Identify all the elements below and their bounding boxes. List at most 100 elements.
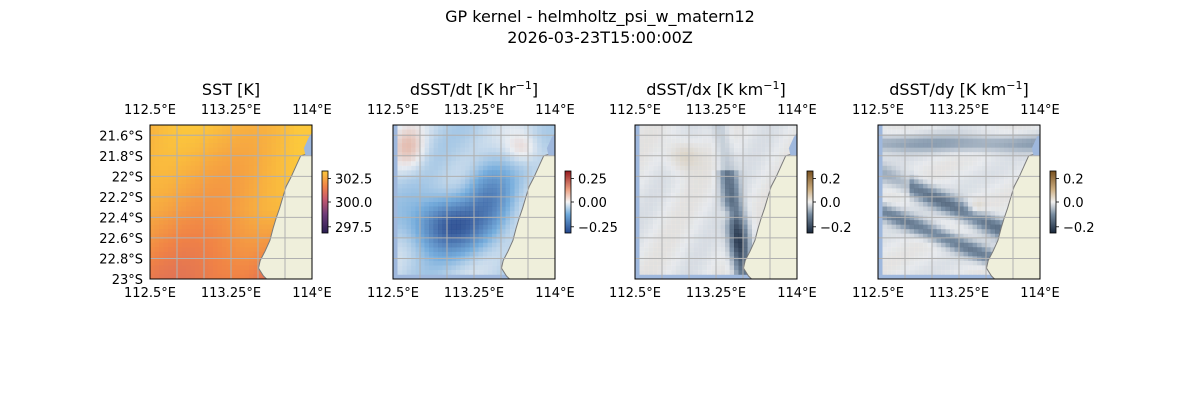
heatmap-cell [693,206,699,212]
heatmap-cell [653,215,658,221]
heatmap-cell [222,183,227,189]
heatmap-cell [451,269,457,275]
heatmap-cell [253,156,259,162]
heatmap-cell [887,188,892,194]
heatmap-cell [639,165,645,171]
heatmap-cell [972,197,978,203]
heatmap-cell [770,156,775,162]
heatmap-cell [249,138,254,144]
heatmap-cell [923,251,928,257]
heatmap-cell [460,269,466,275]
heatmap-cell [738,152,744,158]
heatmap-cell [496,129,502,135]
heatmap-cell [424,170,430,176]
heatmap-cell [945,152,951,158]
heatmap-cell [208,197,214,203]
heatmap-cell [639,229,645,235]
heatmap-cell [738,156,744,162]
heatmap-cell [172,174,178,180]
heatmap-cell [711,211,717,216]
heatmap-cell [981,192,987,198]
heatmap-cell [442,156,448,162]
heatmap-cell [150,229,155,235]
heatmap-cell [469,152,475,158]
heatmap-cell [528,129,533,135]
heatmap-cell [424,129,430,135]
heatmap-cell [226,161,232,167]
heatmap-cell [972,238,978,244]
heatmap-cell [154,220,160,225]
heatmap-cell [235,220,241,225]
heatmap-cell [244,134,250,139]
heatmap-cell [707,220,712,225]
heatmap-cell [204,197,209,203]
heatmap-cell [995,143,1000,148]
heatmap-cell [927,238,933,244]
heatmap-cell [977,179,982,185]
heatmap-cell [747,202,753,207]
heatmap-cell [433,224,439,230]
heatmap-cell [905,192,910,198]
heatmap-cell [671,147,676,153]
heatmap-cell [204,134,209,139]
heatmap-cell [936,170,942,176]
heatmap-cell [420,215,425,221]
heatmap-cell [662,152,667,158]
heatmap-cell [716,242,721,248]
heatmap-cell [891,129,897,135]
heatmap-cell [474,161,479,167]
heatmap-cell [253,238,259,244]
heatmap-cell [918,152,924,158]
heatmap-cell [231,125,236,130]
heatmap-cell [258,224,263,230]
heatmap-cell [918,224,924,230]
heatmap-cell [936,202,942,207]
heatmap-cell [657,192,663,198]
heatmap-cell [918,202,924,207]
heatmap-cell [424,215,430,221]
heatmap-cell [397,220,403,225]
heatmap-cell [729,229,735,235]
heatmap-cell [896,247,901,253]
heatmap-cell [959,143,964,148]
heatmap-cell [707,170,712,176]
heatmap-cell [999,220,1005,225]
heatmap-cell [519,161,524,167]
heatmap-cell [734,229,739,235]
heatmap-cell [891,206,897,212]
heatmap-cell [469,179,475,185]
heatmap-cell [496,183,502,189]
heatmap-cell [190,220,196,225]
heatmap-cell [474,156,479,162]
heatmap-cell [995,183,1000,189]
heatmap-cell [657,206,663,212]
heatmap-cell [738,238,744,244]
heatmap-cell [177,165,182,171]
heatmap-cell [941,220,946,225]
heatmap-cell [720,238,726,244]
heatmap-cell [267,188,272,194]
heatmap-cell [213,161,218,167]
heatmap-cell [752,179,757,185]
heatmap-cell [891,224,897,230]
panel-title-exponent: −1 [1006,79,1022,92]
heatmap-cell [936,143,942,148]
heatmap-cell [267,147,272,153]
heatmap-cell [474,179,479,185]
heatmap-cell [429,152,434,158]
heatmap-cell [968,220,973,225]
heatmap-cell [456,161,461,167]
heatmap-cell [213,197,218,203]
heatmap-cell [963,170,969,176]
heatmap-cell [927,165,933,171]
heatmap-cell [716,174,721,180]
heatmap-cell [950,215,955,221]
heatmap-cell [451,220,457,225]
heatmap-cell [163,125,169,130]
heatmap-cell [190,197,196,203]
heatmap-cell [959,247,964,253]
heatmap-cell [959,233,964,239]
heatmap-cell [905,229,910,235]
heatmap-cell [487,134,493,139]
heatmap-cell [891,242,897,248]
